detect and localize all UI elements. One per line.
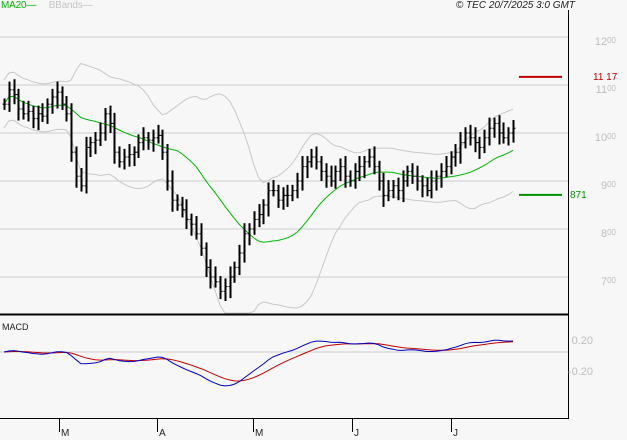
macd-title: MACD: [2, 322, 29, 332]
y-axis-label: 700: [600, 276, 616, 288]
legend-ma20: MA20—: [1, 0, 37, 11]
macd-signal-line: [3, 341, 514, 382]
y-axis-label: 1000: [594, 132, 616, 144]
copyright-timestamp: © TEC 20/7/2025 3:0 GMT: [455, 0, 575, 11]
x-axis-label: M: [61, 428, 70, 439]
support-label: 871: [570, 190, 587, 201]
resistance-label: 11 17: [593, 72, 618, 83]
y-axis-label: 1100: [595, 84, 616, 96]
bband-lower: [3, 119, 514, 314]
legend-bbands: BBands—: [48, 0, 93, 11]
macd-label-pos: 0.20: [571, 335, 593, 347]
x-axis-label: M: [255, 428, 264, 439]
y-axis-label: 800: [600, 228, 616, 240]
bband-upper: [3, 63, 514, 184]
ma20-line: [3, 95, 514, 243]
x-axis-label: J: [453, 428, 458, 439]
legend: MA20— BBands—: [1, 0, 93, 11]
x-axis-label: A: [159, 428, 166, 439]
y-axis-label: 900: [600, 180, 616, 192]
macd-label-neg: -0.20: [567, 366, 593, 378]
macd-line: [3, 339, 514, 387]
y-axis-label: 1200: [594, 36, 616, 48]
x-axis-label: J: [354, 428, 359, 439]
